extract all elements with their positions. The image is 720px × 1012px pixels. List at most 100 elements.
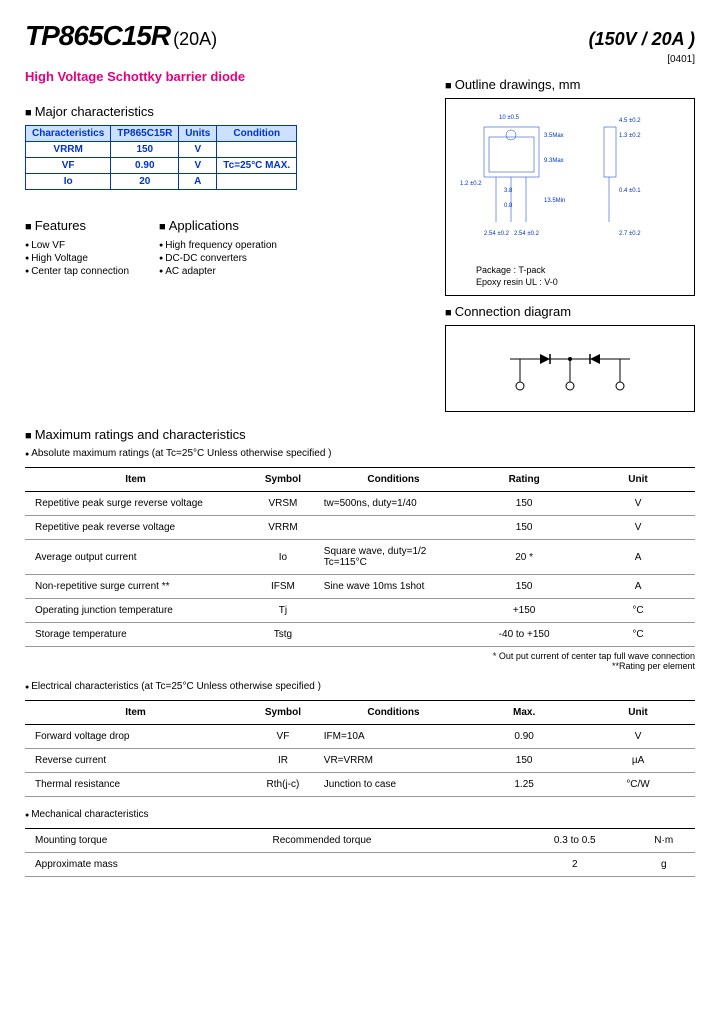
abs-footnote: * Out put current of center tap full wav… — [25, 651, 695, 671]
table-header: Unit — [581, 468, 695, 492]
applications-list: High frequency operation DC-DC converter… — [159, 239, 277, 278]
mech-char-table: Mounting torqueRecommended torque0.3 to … — [25, 828, 695, 877]
max-ratings-header: Maximum ratings and characteristics — [25, 427, 695, 442]
table-cell — [269, 853, 518, 877]
part-suffix: (20A) — [173, 29, 217, 49]
abs-note: Absolute maximum ratings (at Tc=25°C Unl… — [25, 448, 695, 459]
table-cell: 150 — [467, 575, 581, 599]
table-cell: 150 — [467, 516, 581, 540]
table-cell: °C/W — [581, 773, 695, 797]
table-cell: Thermal resistance — [25, 773, 246, 797]
table-cell: 0.90 — [111, 158, 179, 174]
table-cell: Rth(j-c) — [246, 773, 320, 797]
table-cell: V — [581, 516, 695, 540]
table-cell: Tj — [246, 599, 320, 623]
list-item: High frequency operation — [159, 239, 277, 252]
table-cell: VR=VRRM — [320, 749, 467, 773]
table-header: Condition — [217, 126, 297, 142]
table-cell: Reverse current — [25, 749, 246, 773]
table-cell: IR — [246, 749, 320, 773]
svg-text:9.3Max: 9.3Max — [544, 158, 564, 164]
package-label: Package : T-pack Epoxy resin UL : V-0 — [476, 264, 558, 289]
table-cell: Average output current — [25, 540, 246, 575]
table-cell: 0.90 — [467, 725, 581, 749]
table-cell: Non-repetitive surge current ** — [25, 575, 246, 599]
table-cell: +150 — [467, 599, 581, 623]
svg-text:0.8: 0.8 — [504, 203, 513, 209]
table-cell: Io — [26, 174, 111, 190]
svg-text:2.7 ±0.2: 2.7 ±0.2 — [619, 231, 641, 237]
table-header: Max. — [467, 701, 581, 725]
table-cell: A — [179, 174, 217, 190]
table-cell: V — [179, 142, 217, 158]
table-header: Symbol — [246, 468, 320, 492]
table-header: Units — [179, 126, 217, 142]
table-cell: Io — [246, 540, 320, 575]
table-cell: IFM=10A — [320, 725, 467, 749]
table-header: Symbol — [246, 701, 320, 725]
list-item: Center tap connection — [25, 265, 129, 278]
svg-text:13.5Min: 13.5Min — [544, 198, 565, 204]
table-cell: Tstg — [246, 623, 320, 647]
diode-schematic-icon — [500, 344, 640, 394]
elec-char-table: Item Symbol Conditions Max. Unit Forward… — [25, 700, 695, 797]
part-number: TP865C15R — [25, 20, 170, 51]
table-cell: Forward voltage drop — [25, 725, 246, 749]
table-cell — [320, 623, 467, 647]
subtitle: High Voltage Schottky barrier diode — [25, 69, 425, 84]
svg-text:3.8: 3.8 — [504, 188, 513, 194]
table-cell — [320, 516, 467, 540]
table-cell: °C — [581, 599, 695, 623]
connection-header: Connection diagram — [445, 304, 695, 319]
table-cell: 2 — [517, 853, 632, 877]
table-header: Conditions — [320, 468, 467, 492]
table-cell: Square wave, duty=1/2 Tc=115°C — [320, 540, 467, 575]
table-cell: VF — [246, 725, 320, 749]
svg-text:4.5 ±0.2: 4.5 ±0.2 — [619, 118, 641, 124]
table-cell: °C — [581, 623, 695, 647]
connection-diagram — [445, 325, 695, 412]
table-cell: 150 — [467, 749, 581, 773]
list-item: High Voltage — [25, 252, 129, 265]
major-char-header: Major characteristics — [25, 104, 425, 119]
major-char-table: Characteristics TP865C15R Units Conditio… — [25, 125, 297, 190]
table-cell: Tc=25°C MAX. — [217, 158, 297, 174]
table-cell: Repetitive peak reverse voltage — [25, 516, 246, 540]
header: TP865C15R (20A) (150V / 20A ) — [25, 20, 695, 52]
table-header: Item — [25, 701, 246, 725]
table-cell — [250, 829, 269, 853]
table-cell: 0.3 to 0.5 — [517, 829, 632, 853]
table-cell: 20 — [111, 174, 179, 190]
elec-note: Electrical characteristics (at Tc=25°C U… — [25, 681, 695, 692]
svg-text:1.3 ±0.2: 1.3 ±0.2 — [619, 133, 641, 139]
svg-text:2.54 ±0.2: 2.54 ±0.2 — [514, 231, 540, 237]
svg-text:1.2 ±0.2: 1.2 ±0.2 — [460, 181, 482, 187]
package-drawing-icon: 10 ±0.5 3.5Max 9.3Max 13.5Min 1.2 ±0.2 3… — [454, 107, 684, 257]
table-cell — [217, 174, 297, 190]
svg-text:10 ±0.5: 10 ±0.5 — [499, 115, 520, 121]
table-cell: VRRM — [26, 142, 111, 158]
table-cell: Mounting torque — [25, 829, 250, 853]
table-cell: IFSM — [246, 575, 320, 599]
spec-summary: (150V / 20A ) — [589, 29, 695, 50]
table-cell: VRRM — [246, 516, 320, 540]
table-cell: g — [633, 853, 696, 877]
svg-text:2.54 ±0.2: 2.54 ±0.2 — [484, 231, 510, 237]
outline-drawing: 10 ±0.5 3.5Max 9.3Max 13.5Min 1.2 ±0.2 3… — [445, 98, 695, 296]
table-cell — [217, 142, 297, 158]
table-cell: Sine wave 10ms 1shot — [320, 575, 467, 599]
table-header: Item — [25, 468, 246, 492]
table-cell: Storage temperature — [25, 623, 246, 647]
list-item: AC adapter — [159, 265, 277, 278]
table-header: Characteristics — [26, 126, 111, 142]
svg-text:0.4 ±0.1: 0.4 ±0.1 — [619, 188, 641, 194]
table-cell: Repetitive peak surge reverse voltage — [25, 492, 246, 516]
table-cell: tw=500ns, duty=1/40 — [320, 492, 467, 516]
svg-text:3.5Max: 3.5Max — [544, 133, 564, 139]
table-cell: 20 * — [467, 540, 581, 575]
table-cell: V — [581, 725, 695, 749]
table-cell: Operating junction temperature — [25, 599, 246, 623]
abs-ratings-table: Item Symbol Conditions Rating Unit Repet… — [25, 467, 695, 647]
table-cell: V — [179, 158, 217, 174]
table-cell: VF — [26, 158, 111, 174]
